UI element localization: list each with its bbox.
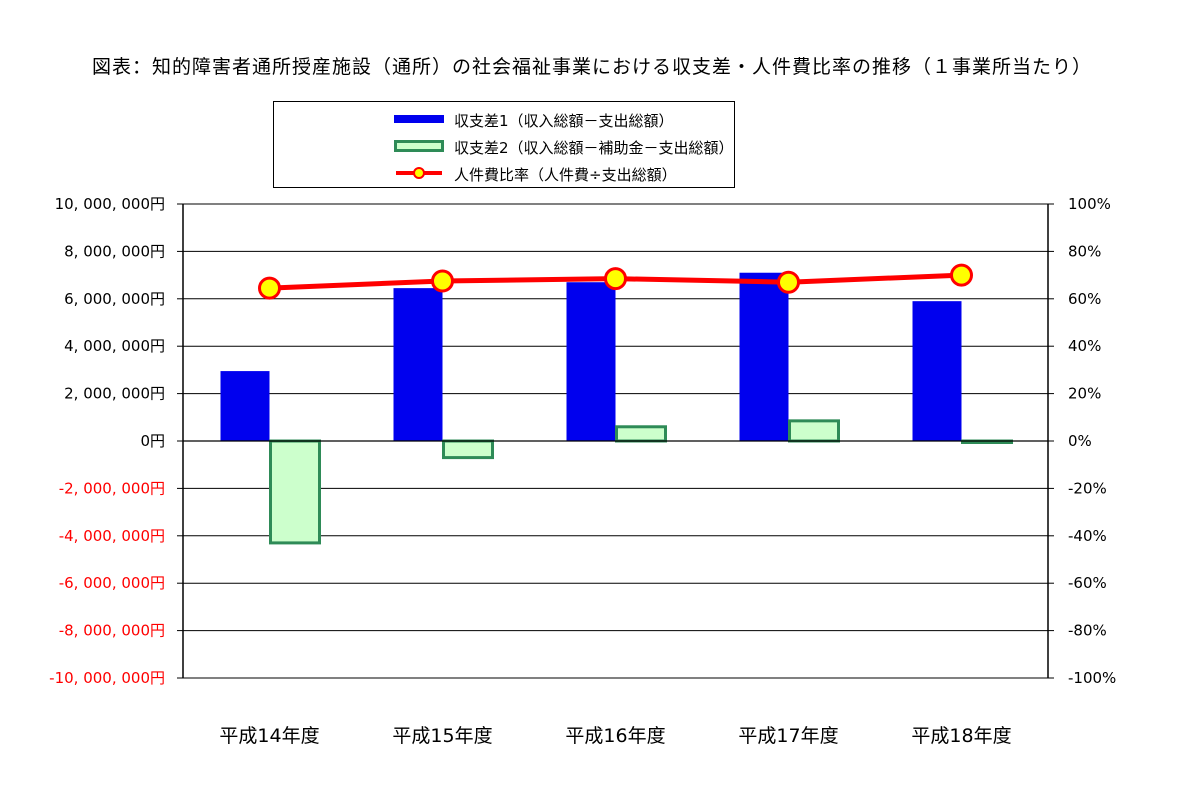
x-tick-label: 平成17年度 (738, 725, 838, 747)
y-tick-label: 10, 000, 000円 (55, 195, 165, 213)
y2-tick-label: 60% (1068, 290, 1101, 308)
ratio-point (431, 269, 454, 293)
legend-item-series2: 収支差2（収入総額－補助金－支出総額） (274, 135, 734, 157)
x-tick-label: 平成14年度 (219, 725, 319, 747)
y-tick-label: -4, 000, 000円 (59, 527, 165, 545)
y2-tick-label: -60% (1068, 574, 1107, 592)
x-tick-label: 平成18年度 (911, 725, 1011, 747)
legend-label-series3: 人件費比率（人件費÷支出総額） (454, 166, 677, 184)
legend-swatch-series3 (396, 167, 442, 179)
y-tick-label: 0円 (140, 432, 165, 450)
bar-series2 (269, 439, 321, 545)
bar-series1 (912, 301, 962, 441)
tick-labels: 10, 000, 000円 8, 000, 000円 6, 000, 000円 4, … (49, 195, 1116, 747)
chart-title: 図表：知的障害者通所授産施設（通所）の社会福祉事業における収支差・人件費比率の推… (91, 56, 1092, 78)
bar-series2 (442, 439, 494, 460)
x-tick-label: 平成16年度 (565, 725, 665, 747)
y2-tick-label: 0% (1068, 432, 1092, 450)
y-tick-label: 6, 000, 000円 (64, 290, 165, 308)
ratio-point (258, 276, 281, 300)
y-tick-label: 2, 000, 000円 (64, 385, 165, 403)
bar-series1 (220, 371, 270, 441)
bars (220, 272, 1013, 545)
legend-item-series1: 収支差1（収入総額－支出総額） (274, 108, 734, 130)
ratio-point (604, 267, 627, 291)
y2-tick-label: 20% (1068, 385, 1101, 403)
bar-series1 (566, 282, 616, 441)
ratio-point (950, 263, 973, 287)
ratio-line (258, 263, 973, 300)
axes (177, 203, 1054, 679)
y-tick-label: -8, 000, 000円 (59, 622, 165, 640)
y2-tick-label: -40% (1068, 527, 1107, 545)
legend-label-series1: 収支差1（収入総額－支出総額） (454, 112, 674, 130)
y-tick-label: -2, 000, 000円 (59, 479, 165, 497)
y2-tick-label: 80% (1068, 242, 1101, 260)
y-tick-label: -6, 000, 000円 (59, 574, 165, 592)
y2-tick-label: -80% (1068, 622, 1107, 640)
legend: 収支差1（収入総額－支出総額） 収支差2（収入総額－補助金－支出総額） 人件費比… (273, 101, 735, 188)
y2-tick-label: 40% (1068, 337, 1101, 355)
bar-series2 (788, 419, 840, 443)
legend-swatch-series2 (394, 140, 444, 152)
y-tick-label: 4, 000, 000円 (64, 337, 165, 355)
y2-tick-label: -20% (1068, 479, 1107, 497)
y2-tick-label: 100% (1068, 195, 1111, 213)
bar-series2 (615, 425, 667, 443)
legend-label-series2: 収支差2（収入総額－補助金－支出総額） (454, 139, 734, 157)
bar-series1 (739, 272, 789, 441)
ratio-point (777, 270, 800, 294)
legend-swatch-series1 (394, 115, 444, 123)
y2-tick-label: -100% (1068, 669, 1116, 687)
legend-item-series3: 人件費比率（人件費÷支出総額） (274, 162, 734, 184)
x-tick-label: 平成15年度 (392, 725, 492, 747)
y-tick-label: 8, 000, 000円 (64, 242, 165, 260)
bar-series1 (393, 288, 443, 441)
y-tick-label: -10, 000, 000円 (49, 669, 165, 687)
